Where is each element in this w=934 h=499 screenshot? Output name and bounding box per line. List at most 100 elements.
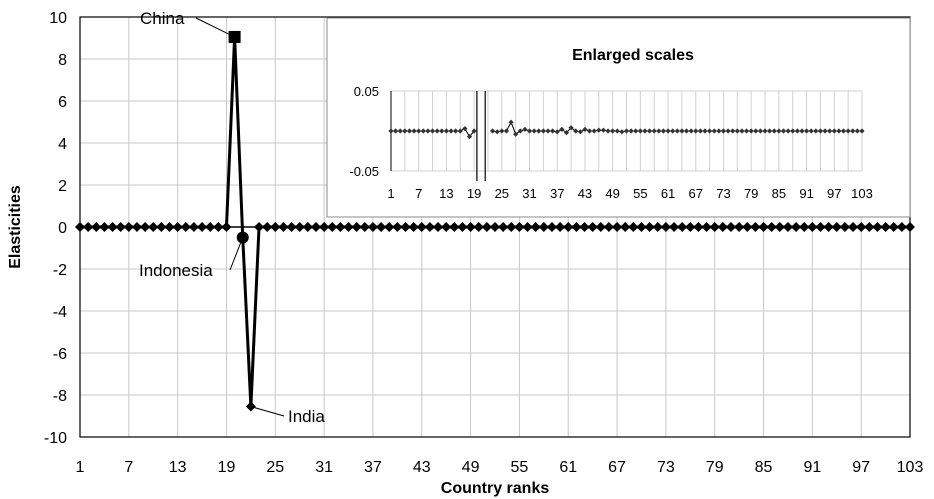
data-point — [856, 222, 867, 232]
annotation-label: China — [140, 9, 185, 28]
data-point — [156, 222, 167, 232]
inset-data-point — [568, 125, 574, 131]
inset-data-point — [697, 128, 703, 134]
inset-data-point — [499, 128, 505, 134]
x-tick-label: 61 — [559, 459, 577, 476]
data-point — [815, 222, 826, 232]
inset-x-tick-label: 43 — [578, 186, 592, 201]
inset-data-point — [642, 128, 648, 134]
inset-data-point — [743, 128, 750, 134]
data-point — [880, 222, 891, 232]
y-tick-label: 0 — [58, 220, 67, 237]
inset-data-point — [434, 128, 440, 134]
inset-data-point — [605, 128, 611, 134]
inset-data-point — [582, 126, 588, 132]
inset-data-point — [840, 128, 847, 134]
inset-data-point — [780, 128, 787, 134]
x-tick-label: 37 — [364, 459, 382, 476]
main-tick-labels: 1 7 13 19 25 31 37 43 49 55 61 67 73 79 85 91 97 103-10-8… — [44, 10, 924, 476]
inset-data-point — [536, 128, 542, 134]
y-tick-label: -2 — [53, 262, 67, 279]
data-point — [465, 222, 476, 232]
inset-data-point — [457, 128, 463, 134]
inset-data-point — [808, 128, 814, 134]
data-point — [628, 222, 639, 232]
inset-data-point — [600, 127, 607, 133]
inset-grid — [390, 90, 863, 181]
inset-data-point — [850, 128, 856, 134]
data-point — [669, 222, 680, 232]
inset-data-point — [628, 128, 634, 134]
inset-title: Enlarged scales — [572, 47, 694, 64]
x-tick-label: 85 — [755, 459, 773, 476]
inset-data-point — [545, 128, 551, 134]
inset-x-tick-label: 19 — [467, 186, 481, 201]
data-point — [148, 222, 159, 232]
inset-data-point — [716, 128, 722, 134]
data-point — [530, 222, 541, 232]
data-point — [278, 222, 289, 232]
data-point — [335, 222, 346, 232]
inset-data-point — [813, 128, 819, 134]
inset-data-point — [688, 128, 694, 134]
inset-data-point — [420, 128, 426, 134]
data-point — [83, 222, 94, 232]
inset-data-point — [610, 128, 616, 134]
data-point — [99, 222, 110, 232]
data-point — [758, 222, 769, 232]
inset-y-tick-label: -0.05 — [349, 164, 379, 179]
data-point — [473, 222, 484, 232]
data-point — [180, 222, 191, 232]
data-point — [799, 222, 810, 232]
inset-x-tick-label: 7 — [415, 186, 422, 201]
inset-chart: Enlarged scales 1 7 13 19 25 31 37 43 49 55 61 67 73… — [326, 17, 911, 218]
inset-data-point — [402, 128, 408, 134]
data-point — [717, 222, 728, 232]
data-point — [807, 222, 818, 232]
data-point — [254, 222, 265, 232]
x-tick-label: 103 — [897, 459, 924, 476]
inset-data-point — [614, 128, 620, 134]
data-point — [376, 222, 387, 232]
data-point — [612, 222, 623, 232]
x-axis-title: Country ranks — [441, 480, 550, 497]
inset-data-point — [693, 128, 699, 134]
data-point — [514, 222, 525, 232]
data-point — [888, 222, 899, 232]
inset-data-point — [771, 128, 777, 134]
inset-data-point — [683, 128, 690, 134]
inset-data-point — [707, 128, 713, 134]
inset-x-tick-label: 37 — [550, 186, 564, 201]
inset-data-point — [439, 128, 445, 134]
inset-data-point — [739, 128, 745, 134]
inset-data-point — [711, 128, 717, 134]
annotation-leader — [229, 237, 244, 271]
inset-data-point — [827, 128, 833, 134]
y-tick-label: 10 — [49, 10, 67, 27]
annotation-leader — [250, 406, 285, 417]
data-point — [433, 222, 444, 232]
data-point — [213, 222, 224, 232]
inset-data-point — [679, 128, 685, 134]
inset-x-tick-label: 25 — [495, 186, 509, 201]
inset-data-point — [637, 128, 643, 134]
data-point — [587, 222, 598, 232]
inset-data-point — [776, 128, 782, 134]
y-tick-label: -10 — [44, 430, 67, 447]
data-point — [742, 222, 753, 232]
inset-x-tick-label: 67 — [689, 186, 703, 201]
data-point — [115, 222, 126, 232]
data-point — [449, 222, 460, 232]
y-tick-label: -4 — [53, 304, 67, 321]
data-point — [481, 222, 492, 232]
inset-data-point — [411, 128, 417, 134]
data-point — [319, 222, 330, 232]
x-tick-label: 7 — [124, 459, 133, 476]
y-tick-label: 2 — [58, 178, 67, 195]
data-point — [351, 222, 362, 232]
inset-data-point — [466, 134, 473, 140]
inset-data-point — [416, 128, 422, 134]
inset-x-tick-label: 1 — [387, 186, 394, 201]
inset-x-tick-label: 79 — [744, 186, 758, 201]
inset-data-point — [660, 128, 667, 134]
